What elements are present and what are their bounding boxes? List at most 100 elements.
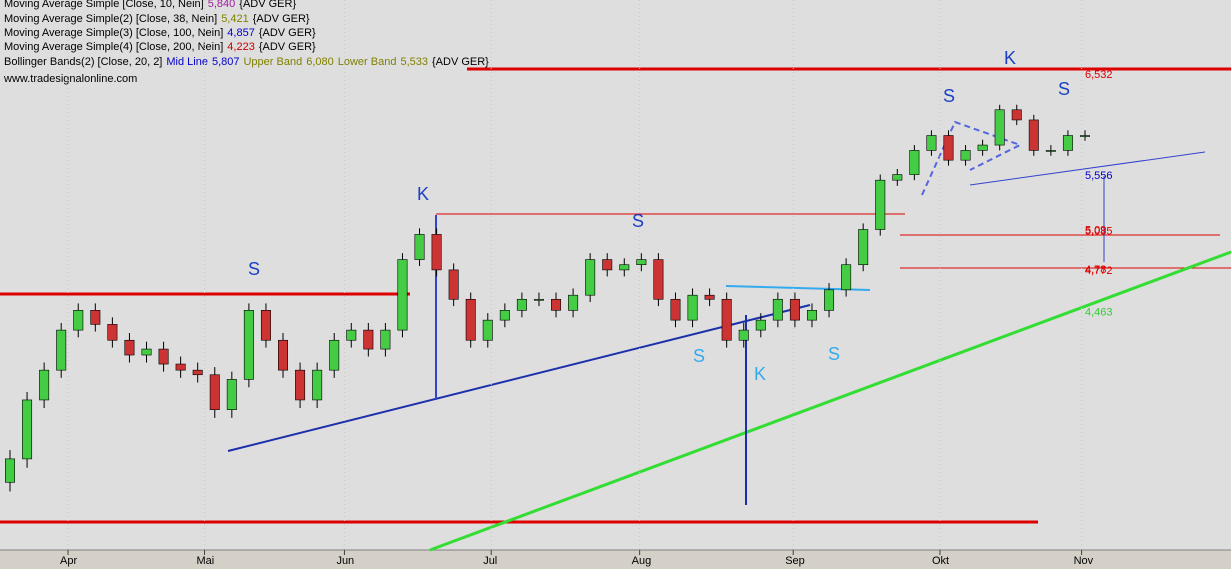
candle-body [226, 379, 237, 410]
candle-body [278, 339, 289, 371]
legend-value: 6,080 [306, 56, 334, 68]
candle-body [687, 294, 698, 321]
candle-body [977, 144, 988, 151]
candle-body [90, 310, 101, 325]
legend-suffix: {ADV GER} [432, 56, 489, 68]
candle-body [772, 298, 783, 321]
candle-body [260, 310, 271, 341]
price-label: 5,09 [1085, 225, 1106, 237]
candle-body [243, 310, 254, 380]
pattern-label: S [943, 86, 955, 106]
legend-name: Moving Average Simple [Close, 10, Nein] [4, 0, 204, 10]
legend-suffix: {ADV GER} [259, 41, 316, 53]
candle-body [312, 369, 323, 401]
legend-value: 4,223 [227, 41, 255, 53]
legend-value-name: Mid Line [166, 56, 208, 68]
candle-body [841, 264, 852, 291]
pattern-label: S [828, 344, 840, 364]
candle-body [943, 135, 954, 161]
candle-body [124, 339, 135, 356]
candle-body [892, 174, 903, 181]
candle-body [346, 329, 357, 341]
legend-entry: Moving Average Simple(3) [Close, 100, Ne… [4, 27, 316, 39]
x-tick-label: Jul [483, 555, 497, 567]
upper-trendline [969, 151, 1206, 186]
support-trendline [227, 304, 811, 452]
triangle-pattern [921, 120, 1023, 196]
x-tick-label: Jun [336, 555, 354, 567]
source: www.tradesignalonline.com [3, 73, 137, 85]
candle-body [141, 348, 152, 356]
candle-body [363, 329, 374, 350]
pattern-label: S [1058, 79, 1070, 99]
candle-body [175, 363, 186, 371]
pattern-label: S [248, 259, 260, 279]
candle-body [636, 259, 647, 266]
candle-body [1011, 109, 1022, 121]
candle-body [926, 135, 937, 151]
candle-body [1045, 150, 1056, 152]
legend-suffix: {ADV GER} [253, 13, 310, 25]
legend-name: Moving Average Simple(4) [Close, 200, Ne… [4, 41, 223, 53]
x-axis-strip [0, 550, 1231, 569]
candle-body [5, 458, 15, 483]
candle-body [380, 329, 391, 350]
candle-body [619, 264, 630, 271]
candle-body [107, 324, 118, 341]
candle-body [585, 259, 596, 296]
legend-value: 5,840 [208, 0, 236, 10]
pattern-label: K [417, 184, 429, 204]
legend-entry: Bollinger Bands(2) [Close, 20, 2] Mid Lin… [4, 56, 489, 68]
candle-body [295, 369, 306, 401]
x-tick-label: Sep [785, 555, 805, 567]
candle-body [39, 369, 50, 401]
candle-body [738, 329, 749, 341]
candle-body [56, 329, 67, 371]
legend-value: 5,421 [221, 13, 249, 25]
plot-area [0, 0, 1231, 550]
legend-value-name: Lower Band [338, 56, 397, 68]
legend-value: 5,533 [400, 56, 428, 68]
legend-entry: Moving Average Simple(2) [Close, 38, Nei… [4, 13, 310, 25]
candle-body [1080, 135, 1090, 137]
x-tick-label: Nov [1074, 555, 1094, 567]
x-tick-label: Apr [60, 555, 77, 567]
candle-body [414, 234, 425, 260]
price-label: 4,463 [1085, 307, 1113, 319]
candle-body [704, 294, 715, 300]
candle-body [806, 310, 817, 321]
candle-body [209, 374, 220, 410]
pattern-label: S [693, 346, 705, 366]
candle-body [721, 298, 732, 341]
candle-body [1028, 119, 1039, 151]
x-tick-label: Aug [632, 555, 652, 567]
legend-value-name: Upper Band [243, 56, 302, 68]
legend-name: Moving Average Simple(3) [Close, 100, Ne… [4, 27, 223, 39]
legend-value: 5,807 [212, 56, 240, 68]
legend-name: Bollinger Bands(2) [Close, 20, 2] [4, 56, 162, 68]
pattern-label: K [754, 364, 766, 384]
candle-body [653, 259, 664, 300]
legend-name: Moving Average Simple(2) [Close, 38, Nei… [4, 13, 217, 25]
pattern-label: K [1004, 48, 1016, 68]
candle-body [329, 339, 340, 371]
candle-body [670, 298, 681, 321]
candle-body [602, 259, 613, 271]
candle-body [1062, 135, 1073, 151]
candle-body [824, 289, 835, 311]
candle-body [789, 298, 800, 321]
price-label: 6,532 [1085, 69, 1113, 81]
legend-suffix: {ADV GER} [239, 0, 296, 10]
candle-body [192, 369, 203, 376]
price-label: 4,772 [1085, 265, 1113, 277]
candle-body [158, 348, 169, 365]
price-label: 4,78 [1085, 264, 1106, 276]
candle-body [568, 294, 579, 311]
x-tick-label: Mai [197, 555, 215, 567]
candle-body [533, 298, 544, 301]
candle-body [858, 229, 869, 266]
price-label: 5,085 [1085, 225, 1113, 237]
candle-body [431, 234, 442, 271]
legend-entry: Moving Average Simple(4) [Close, 200, Ne… [4, 41, 316, 53]
